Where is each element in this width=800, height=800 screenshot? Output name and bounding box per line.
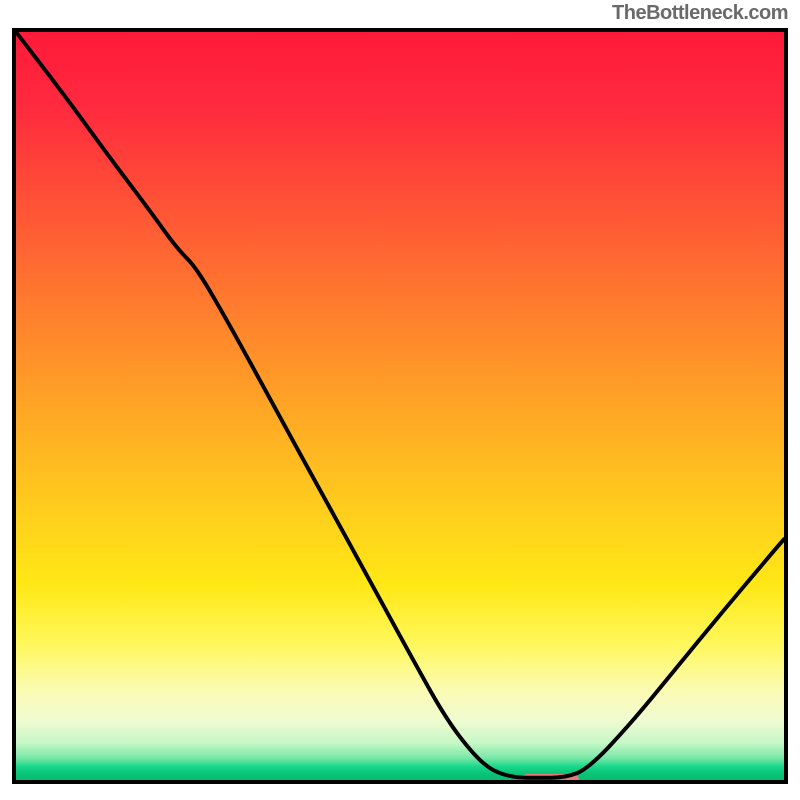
- chart-plot-area: [12, 28, 788, 784]
- curve-path: [16, 32, 784, 778]
- bottleneck-curve: [16, 32, 784, 780]
- watermark-text: TheBottleneck.com: [612, 2, 788, 25]
